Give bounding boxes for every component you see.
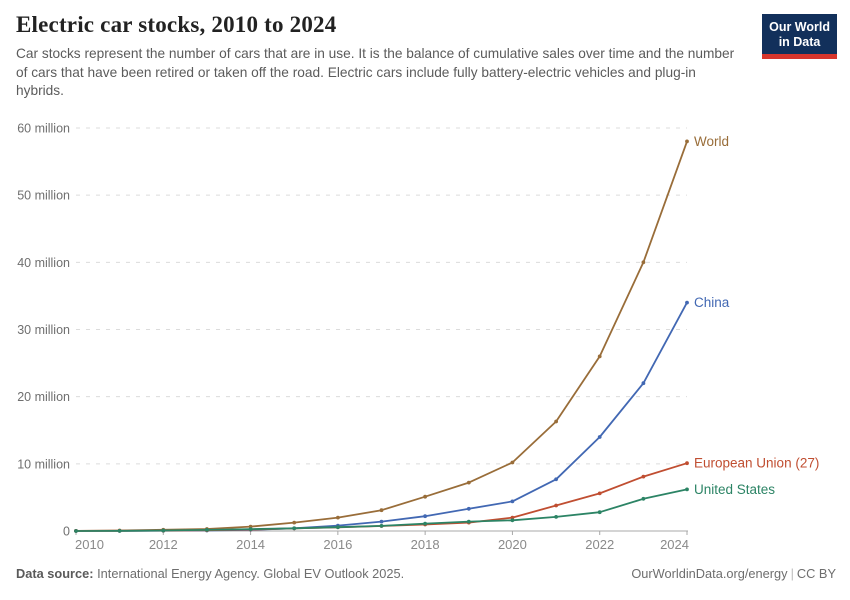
y-axis-label-50: 50 million: [17, 189, 70, 203]
chart-footer: Data source: International Energy Agency…: [16, 566, 836, 581]
data-point-world-2016: [336, 515, 340, 520]
y-axis-label-10: 10 million: [17, 457, 70, 471]
footer-separator: |: [790, 566, 794, 581]
data-point-united-states-2015: [292, 526, 297, 531]
data-source: Data source: International Energy Agency…: [16, 566, 404, 581]
y-axis-label-30: 30 million: [17, 323, 70, 337]
data-point-world-2022: [597, 354, 602, 359]
owid-logo-line2: in Data: [778, 34, 821, 49]
data-point-world-2023: [641, 260, 646, 265]
data-point-united-states-2021: [554, 515, 558, 519]
data-point-world-2017: [379, 508, 384, 513]
series-label-european-union-27[interactable]: European Union (27): [694, 456, 819, 471]
data-point-united-states-2019: [466, 519, 471, 524]
data-point-world-2020: [510, 460, 515, 465]
data-point-european-union-27-2024: [685, 461, 689, 466]
x-axis-label-2010: 2010: [75, 537, 104, 552]
data-point-china-2021: [554, 477, 558, 482]
data-point-united-states-2013: [205, 528, 209, 532]
series-line-world: [75, 140, 688, 532]
data-point-united-states-2017: [379, 524, 384, 528]
series-line-china: [75, 301, 688, 532]
data-point-european-union-27-2023: [641, 474, 646, 479]
data-point-china-2018: [423, 514, 427, 519]
series-china: China: [74, 295, 730, 533]
owid-url-link[interactable]: OurWorldinData.org/energy: [631, 566, 788, 581]
data-point-united-states-2020: [510, 518, 515, 523]
data-point-united-states-2023: [641, 496, 646, 501]
data-point-china-2017: [379, 519, 384, 524]
data-point-china-2022: [597, 435, 602, 439]
data-point-world-2018: [423, 494, 427, 499]
data-point-european-union-27-2020: [510, 515, 515, 520]
data-point-united-states-2014: [248, 527, 253, 531]
data-point-china-2024: [685, 300, 689, 305]
series-label-china[interactable]: China: [694, 295, 730, 310]
data-point-united-states-2022: [597, 510, 602, 515]
data-point-european-union-27-2022: [597, 491, 602, 496]
license-cc-by-link[interactable]: CC BY: [796, 566, 836, 581]
chart-header: Electric car stocks, 2010 to 2024 Car st…: [16, 12, 756, 101]
data-point-united-states-2018: [423, 521, 427, 526]
owid-logo-line1: Our World: [769, 20, 830, 34]
data-point-world-2015: [292, 520, 297, 525]
x-axis-label-2018: 2018: [411, 537, 440, 552]
data-point-world-2021: [554, 419, 558, 424]
data-point-european-union-27-2021: [554, 503, 558, 508]
y-axis-label-20: 20 million: [17, 390, 70, 404]
data-point-world-2024: [685, 139, 689, 144]
data-point-china-2023: [641, 381, 646, 386]
x-axis-label-2016: 2016: [323, 537, 352, 552]
data-point-china-2020: [510, 499, 515, 504]
series-label-world[interactable]: World: [694, 134, 729, 149]
data-point-united-states-2011: [117, 529, 122, 533]
x-axis-label-2014: 2014: [236, 537, 265, 552]
data-point-united-states-2012: [161, 528, 166, 533]
series-united-states: United States: [74, 482, 775, 533]
data-point-united-states-2024: [685, 487, 689, 492]
y-axis-label-40: 40 million: [17, 256, 70, 270]
data-point-united-states-2010: [74, 529, 78, 533]
data-point-world-2019: [466, 480, 471, 485]
data-point-united-states-2016: [336, 525, 340, 530]
x-axis-label-2022: 2022: [585, 537, 614, 552]
x-axis-label-2020: 2020: [498, 537, 527, 552]
data-source-text: International Energy Agency. Global EV O…: [97, 566, 405, 581]
data-source-label: Data source:: [16, 566, 94, 581]
series-label-united-states[interactable]: United States: [694, 482, 775, 497]
page-title: Electric car stocks, 2010 to 2024: [16, 12, 337, 37]
license-info: OurWorldinData.org/energy | CC BY: [631, 566, 836, 581]
series-world: World: [74, 134, 729, 533]
y-axis-label-60: 60 million: [17, 122, 70, 136]
data-point-china-2019: [466, 506, 471, 511]
y-axis-label-0: 0: [63, 525, 70, 539]
x-axis-label-2012: 2012: [149, 537, 178, 552]
chart-subtitle: Car stocks represent the number of cars …: [16, 46, 735, 99]
x-axis-label-2024: 2024: [660, 537, 689, 552]
owid-logo[interactable]: Our World in Data: [762, 14, 837, 59]
